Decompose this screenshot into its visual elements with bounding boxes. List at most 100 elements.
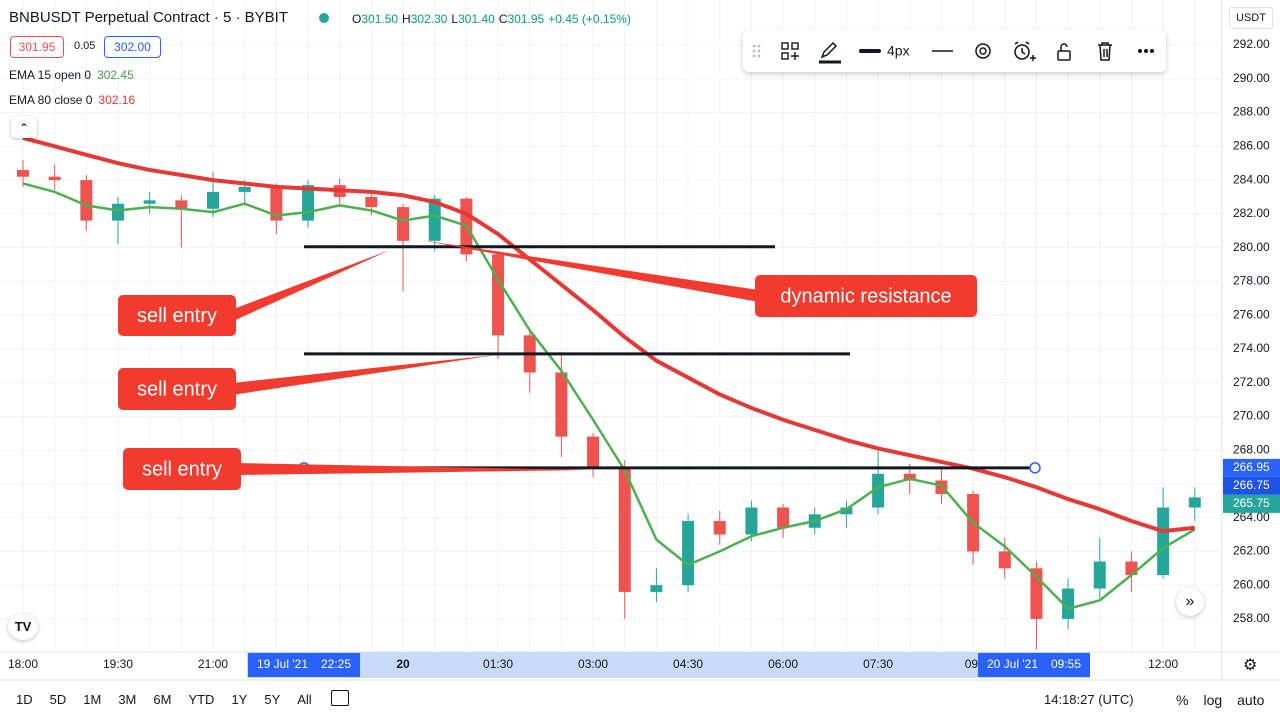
- drawing-toolbar: 4px: [743, 30, 1166, 72]
- date-range-icon[interactable]: [331, 690, 349, 706]
- range-buttons: 1D 5D 1M 3M 6M YTD 1Y 5Y All: [16, 692, 329, 707]
- candle-body: [1188, 497, 1201, 508]
- candle-body: [840, 507, 853, 515]
- y-tick-label: 288.00: [1233, 105, 1270, 119]
- x-tick-label: 09:: [965, 657, 982, 671]
- symbol-title: BNBUSDT Perpetual Contract · 5 · BYBIT: [9, 9, 288, 26]
- range-button[interactable]: 1D: [16, 692, 33, 707]
- line-width-label[interactable]: 4px: [887, 43, 910, 59]
- indicator-value: 302.45: [97, 68, 134, 82]
- line-handle[interactable]: [1029, 462, 1041, 474]
- time-label-date: 20 Jul '21: [987, 657, 1038, 671]
- range-button[interactable]: 5Y: [264, 692, 281, 707]
- candle-body: [175, 200, 188, 209]
- y-tick-label: 270.00: [1233, 409, 1270, 423]
- range-button[interactable]: All: [297, 692, 312, 707]
- y-tick-label: 260.00: [1233, 577, 1270, 591]
- range-button[interactable]: 1Y: [231, 692, 248, 707]
- range-button[interactable]: 5D: [49, 692, 67, 707]
- candle-body: [143, 200, 156, 204]
- drawings: sell entry sell entry sell entry dynamic re…: [118, 240, 1041, 490]
- range-button[interactable]: YTD: [188, 692, 215, 707]
- range-button[interactable]: 1M: [83, 692, 102, 707]
- y-tick-label: 290.00: [1233, 71, 1270, 85]
- ohlc-key: H: [402, 12, 411, 26]
- ask-button[interactable]: 302.00: [104, 36, 161, 58]
- price-label-bg: [1223, 494, 1280, 513]
- y-tick-label: 274.00: [1233, 341, 1270, 355]
- callout-pointer: [420, 240, 759, 302]
- y-tick-label: 282.00: [1233, 206, 1270, 220]
- callout-box: [118, 368, 236, 410]
- settings-icon[interactable]: [975, 43, 991, 59]
- y-tick-label: 286.00: [1233, 139, 1270, 153]
- candle-body: [903, 473, 916, 481]
- price-label: 266.95: [1233, 460, 1270, 474]
- clock: 14:18:27 (UTC): [1044, 692, 1134, 707]
- scale-option[interactable]: auto: [1237, 692, 1265, 708]
- tv-logo[interactable]: TV: [8, 614, 38, 640]
- price-label: 266.75: [1233, 478, 1270, 492]
- x-tick-label: 03:00: [578, 657, 608, 671]
- ohlc-value: 301.50: [361, 12, 399, 26]
- candle-body: [618, 467, 631, 592]
- scale-option[interactable]: %: [1176, 692, 1189, 708]
- time-label-time: 22:25: [321, 657, 351, 671]
- range-button[interactable]: 3M: [118, 692, 137, 707]
- candle-body: [998, 551, 1011, 569]
- collapse-button[interactable]: ⌃: [11, 116, 37, 138]
- x-tick-label: 07:30: [863, 657, 893, 671]
- scale-option[interactable]: log: [1203, 692, 1223, 708]
- ohlc-value: 301.95: [507, 12, 545, 26]
- delete-icon[interactable]: [1098, 42, 1112, 61]
- ohlc-key: O: [352, 12, 362, 26]
- candle-body: [17, 169, 29, 177]
- y-tick-label: 284.00: [1233, 172, 1270, 186]
- scroll-right-button[interactable]: »: [1176, 588, 1204, 616]
- candle-body: [207, 191, 220, 209]
- indicator-row: EMA 80 close 0 302.16: [9, 93, 135, 107]
- time-label-date: 19 Jul '21: [257, 657, 308, 671]
- callout-text: sell entry: [137, 305, 217, 327]
- candle-body: [238, 186, 251, 192]
- x-tick-label: 04:30: [673, 657, 703, 671]
- callout-text: dynamic resistance: [780, 285, 951, 307]
- y-tick-label: 278.00: [1233, 274, 1270, 288]
- lock-icon[interactable]: [1057, 43, 1071, 61]
- candle-body: [555, 372, 568, 437]
- bid-button[interactable]: 301.95: [10, 36, 64, 58]
- price-label: 265.75: [1233, 496, 1270, 510]
- drag-handle: [752, 44, 761, 58]
- callout-text: sell entry: [137, 378, 217, 400]
- toolbar-icons: 4px: [752, 41, 1154, 64]
- line-color-icon[interactable]: [820, 41, 838, 59]
- time-label-bg: [978, 653, 1090, 677]
- candle-body: [682, 521, 695, 586]
- status-dot: [319, 13, 329, 23]
- time-label-bg: [248, 653, 360, 677]
- ohlc-value: 302.30: [410, 12, 448, 26]
- candle-body: [713, 521, 726, 535]
- y-tick-label: 262.00: [1233, 544, 1270, 558]
- ohlc-key: C: [498, 12, 508, 26]
- candle-body: [1062, 588, 1075, 619]
- more-icon[interactable]: [1138, 49, 1154, 53]
- x-tick-label: 18:00: [8, 657, 38, 671]
- alert-icon[interactable]: [1014, 41, 1036, 61]
- time-label-time: 09:55: [1051, 657, 1081, 671]
- candle-body: [397, 207, 410, 241]
- candle-body: [428, 198, 441, 241]
- range-button[interactable]: 6M: [153, 692, 172, 707]
- candle-body: [1093, 561, 1106, 589]
- axis-settings[interactable]: ⚙: [1243, 657, 1258, 674]
- y-tick-label: 264.00: [1233, 510, 1270, 524]
- callout-pointer: [237, 463, 590, 475]
- y-tick-label: 280.00: [1233, 240, 1270, 254]
- template-icon[interactable]: [781, 42, 799, 60]
- indicator-row: EMA 15 open 0 302.45: [9, 68, 134, 82]
- currency-label[interactable]: USDT: [1229, 7, 1273, 29]
- callout-pointer: [232, 355, 495, 395]
- candle-body: [80, 180, 93, 221]
- indicator-label: EMA 80 close 0: [9, 93, 93, 107]
